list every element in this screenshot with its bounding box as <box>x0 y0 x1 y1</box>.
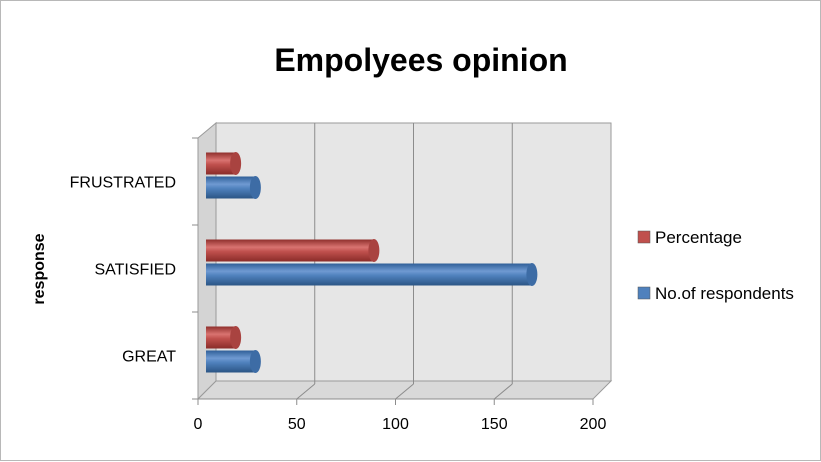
gridline <box>395 383 414 400</box>
bar-body <box>206 350 256 373</box>
bar-cap <box>230 152 242 175</box>
gridline <box>296 383 316 400</box>
legend-swatch <box>637 230 651 244</box>
bar-cap <box>526 263 538 286</box>
bar <box>206 239 380 262</box>
legend-label: No.of respondents <box>655 284 794 303</box>
bar-cap <box>249 176 261 199</box>
legend-item: No.of respondents <box>637 284 794 303</box>
category-label: FRUSTRATED <box>70 175 176 192</box>
bar-cap <box>368 239 380 262</box>
bar-cap <box>249 350 261 373</box>
y-axis: GREAT SATISFIED FRUSTRATED <box>70 137 198 400</box>
x-axis: 0 50 100 150 200 <box>194 398 607 433</box>
legend-swatch <box>637 286 651 300</box>
bar-body <box>206 326 236 349</box>
bar-body <box>206 263 532 286</box>
category-label: SATISFIED <box>95 262 177 279</box>
category-label: GREAT <box>122 349 176 366</box>
bar-body <box>206 176 256 199</box>
floor <box>196 380 613 400</box>
bar <box>206 326 242 349</box>
bars <box>206 152 538 373</box>
x-tick-label: 50 <box>288 416 306 433</box>
bar <box>206 152 242 175</box>
legend-label: Percentage <box>655 228 742 247</box>
y-axis-label: response <box>31 233 48 304</box>
x-tick-label: 150 <box>481 416 508 433</box>
chart-title: Empolyees opinion <box>274 42 567 78</box>
bar-cap <box>230 326 242 349</box>
bar-body <box>206 239 374 262</box>
bar-body <box>206 152 236 175</box>
x-tick-label: 100 <box>382 416 409 433</box>
bar <box>206 263 538 286</box>
x-tick-label: 0 <box>194 416 203 433</box>
gridline <box>493 383 513 400</box>
legend: Percentage No.of respondents <box>637 228 794 303</box>
bar <box>206 176 261 199</box>
x-tick-label: 200 <box>580 416 607 433</box>
legend-item: Percentage <box>637 228 742 247</box>
gridlines <box>296 123 513 400</box>
bar <box>206 350 261 373</box>
